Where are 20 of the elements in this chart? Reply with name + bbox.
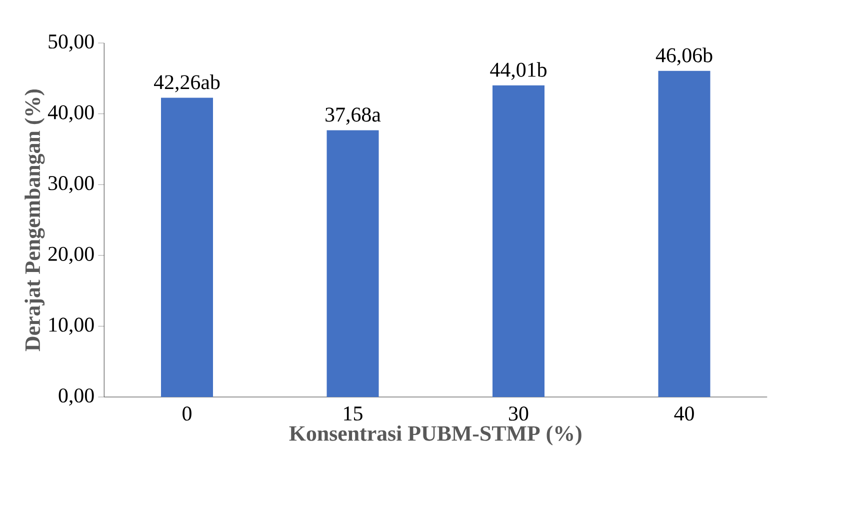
bar	[658, 70, 710, 397]
y-tick-label: 0,00	[58, 388, 94, 406]
data-label: 44,01b	[490, 62, 546, 80]
y-tick-label: 40,00	[48, 105, 94, 122]
x-tick-label: 30	[509, 406, 528, 421]
data-label: 42,26ab	[154, 74, 220, 92]
y-axis-title: Derajat Pengembangan (%)	[24, 89, 45, 352]
bar	[326, 130, 379, 397]
y-tick-label: 10,00	[49, 318, 94, 335]
x-tick-label: 0	[182, 406, 192, 421]
y-tick-label: 20,00	[48, 246, 94, 264]
bar	[492, 85, 545, 397]
x-tick-label: 15	[344, 406, 362, 421]
y-tick-label: 50,00	[48, 34, 94, 52]
x-axis-title: Konsentrasi PUBM-STMP (%)	[289, 425, 582, 446]
bar	[161, 98, 213, 397]
data-label: 46,06b	[656, 48, 712, 66]
y-tick-label: 30,00	[48, 176, 94, 194]
x-tick-label: 40	[674, 406, 694, 421]
data-label: 37,68a	[326, 108, 381, 125]
